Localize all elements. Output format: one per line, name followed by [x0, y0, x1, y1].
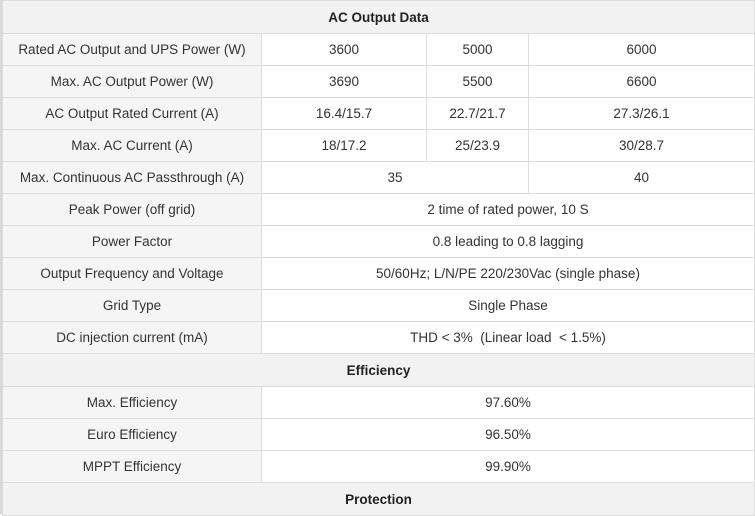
section-title: Efficiency: [2, 353, 755, 387]
table-row: Power Factor 0.8 leading to 0.8 lagging: [2, 225, 755, 258]
cell-value: 27.3/26.1: [528, 97, 755, 130]
cell-value: 96.50%: [261, 418, 755, 451]
cell-value: 6000: [528, 33, 755, 66]
cell-value: 0.8 leading to 0.8 lagging: [261, 225, 755, 258]
cell-value: 16.4/15.7: [261, 97, 427, 130]
cell-value: 22.7/21.7: [426, 97, 529, 130]
cell-value: 25/23.9: [426, 129, 529, 162]
table-row: Max. Efficiency 97.60%: [2, 386, 755, 419]
row-label: Peak Power (off grid): [2, 193, 262, 226]
row-label: Grid Type: [2, 289, 262, 322]
cell-value: Single Phase: [261, 289, 755, 322]
cell-value: 35: [261, 161, 529, 194]
row-label: Power Factor: [2, 225, 262, 258]
table-row: MPPT Efficiency 99.90%: [2, 450, 755, 483]
section-title: AC Output Data: [2, 0, 755, 34]
section-title: Protection: [2, 482, 755, 516]
section-header-efficiency: Efficiency: [2, 353, 755, 387]
cell-value: 50/60Hz; L/N/PE 220/230Vac (single phase…: [261, 257, 755, 290]
row-label: Max. Efficiency: [2, 386, 262, 419]
cell-value: 30/28.7: [528, 129, 755, 162]
row-label: Rated AC Output and UPS Power (W): [2, 33, 262, 66]
row-label: AC Output Rated Current (A): [2, 97, 262, 130]
cell-value: 40: [528, 161, 755, 194]
cell-value: THD < 3% (Linear load < 1.5%): [261, 321, 755, 354]
row-label: Max. AC Current (A): [2, 129, 262, 162]
row-label: MPPT Efficiency: [2, 450, 262, 483]
section-header-protection: Protection: [2, 482, 755, 516]
row-label: Output Frequency and Voltage: [2, 257, 262, 290]
cell-value: 6600: [528, 65, 755, 98]
row-label: Euro Efficiency: [2, 418, 262, 451]
table-row: AC Output Rated Current (A) 16.4/15.7 22…: [2, 97, 755, 130]
table-row: Max. AC Output Power (W) 3690 5500 6600: [2, 65, 755, 98]
table-row: Output Frequency and Voltage 50/60Hz; L/…: [2, 257, 755, 290]
cell-value: 18/17.2: [261, 129, 427, 162]
row-label: DC injection current (mA): [2, 321, 262, 354]
cell-value: 99.90%: [261, 450, 755, 483]
row-label: Max. AC Output Power (W): [2, 65, 262, 98]
cell-value: 5000: [426, 33, 529, 66]
table-row: Euro Efficiency 96.50%: [2, 418, 755, 451]
cell-value: 3690: [261, 65, 427, 98]
table-row: DC injection current (mA) THD < 3% (Line…: [2, 321, 755, 354]
row-label: Max. Continuous AC Passthrough (A): [2, 161, 262, 194]
table-row: Peak Power (off grid) 2 time of rated po…: [2, 193, 755, 226]
cell-value: 3600: [261, 33, 427, 66]
section-header-ac-output: AC Output Data: [2, 0, 755, 34]
table-frame-left: [0, 0, 3, 514]
cell-value: 2 time of rated power, 10 S: [261, 193, 755, 226]
table-row: Grid Type Single Phase: [2, 289, 755, 322]
cell-value: 97.60%: [261, 386, 755, 419]
table-row: Max. AC Current (A) 18/17.2 25/23.9 30/2…: [2, 129, 755, 162]
table-row: Max. Continuous AC Passthrough (A) 35 40: [2, 161, 755, 194]
cell-value: 5500: [426, 65, 529, 98]
table-row: Rated AC Output and UPS Power (W) 3600 5…: [2, 33, 755, 66]
